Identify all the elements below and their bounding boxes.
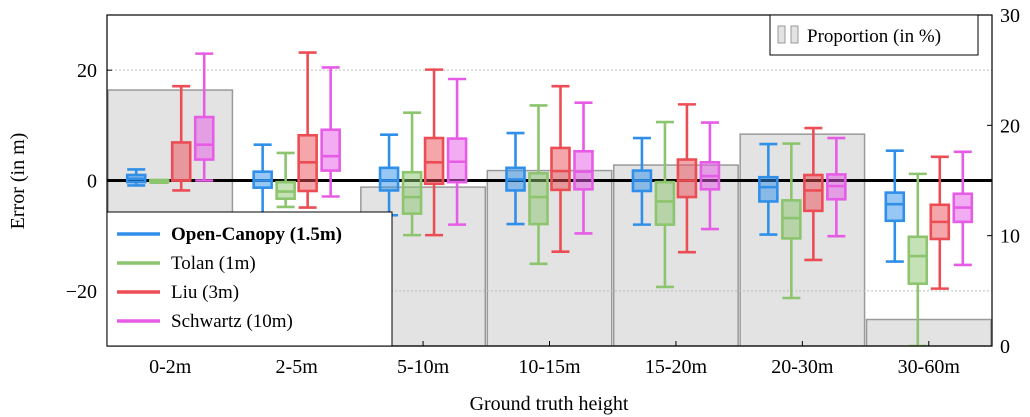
proportion-bar xyxy=(612,164,739,347)
box-plot xyxy=(550,84,571,253)
legend: Open-Canopy (1.5m) Tolan (1m) Liu (3m) Schw… xyxy=(106,211,393,347)
proportion-legend-label: Proportion (in %) xyxy=(807,26,941,47)
box-plot xyxy=(654,120,676,289)
x-tick-label: 30-60m xyxy=(898,356,961,378)
y2-tick-label: 30 xyxy=(1000,5,1020,27)
proportion-legend-frame xyxy=(769,14,979,56)
box-iqr xyxy=(378,166,400,192)
legend-label: Open-Canopy (1.5m) xyxy=(171,224,342,245)
box-plot xyxy=(275,151,296,209)
box-plot xyxy=(193,52,215,182)
legend-label: Schwartz (10m) xyxy=(171,311,293,332)
proportion-legend-swatch xyxy=(790,25,799,44)
box-plot xyxy=(297,51,318,209)
axes: −20 0 20 0 10 20 30 0-2m 2-5m 5-10m 10-15m 15-20m 20… xyxy=(66,5,1020,378)
box-plot xyxy=(952,150,974,267)
y-tick-label: −20 xyxy=(66,281,97,303)
proportion-bar xyxy=(739,133,866,347)
box-plot xyxy=(401,111,423,237)
box-plot xyxy=(320,66,341,198)
box-plot xyxy=(631,136,653,226)
box-plot xyxy=(573,101,594,235)
box-iqr xyxy=(884,191,906,223)
box-plot xyxy=(446,77,468,226)
proportion-legend: Proportion (in %) xyxy=(769,14,979,56)
box-iqr xyxy=(193,115,215,161)
box-plot xyxy=(907,172,929,346)
x-tick-label: 15-20m xyxy=(645,356,708,378)
box-plot xyxy=(699,121,721,231)
box-plot xyxy=(148,178,170,185)
x-tick-label: 5-10m xyxy=(397,356,450,378)
box-plot xyxy=(378,133,400,217)
proportion-legend-swatch xyxy=(777,25,786,44)
box-plot xyxy=(676,103,698,254)
box-iqr xyxy=(573,149,594,191)
box-iqr xyxy=(401,170,423,215)
legend-label: Tolan (1m) xyxy=(171,253,256,274)
y2-tick-label: 20 xyxy=(1000,115,1020,137)
proportion-bar xyxy=(486,169,613,347)
x-tick-label: 2-5m xyxy=(276,356,319,378)
box-plot xyxy=(826,136,847,238)
x-axis-title: Ground truth height xyxy=(470,393,629,415)
box-iqr xyxy=(170,141,192,182)
box-plots xyxy=(125,51,974,346)
box-iqr xyxy=(423,136,445,186)
y-tick-label: 20 xyxy=(77,60,97,82)
box-plot xyxy=(125,168,147,187)
box-iqr xyxy=(654,180,676,226)
box-plot xyxy=(505,131,526,226)
box-iqr xyxy=(758,175,779,203)
y2-tick-label: 10 xyxy=(1000,226,1020,248)
box-iqr xyxy=(528,172,549,226)
y-tick-label: 0 xyxy=(87,171,97,193)
box-iqr xyxy=(446,137,468,184)
box-plot xyxy=(528,104,549,266)
box-iqr xyxy=(676,158,698,199)
box-plot xyxy=(758,142,779,236)
box-iqr xyxy=(550,146,571,192)
x-tick-label: 20-30m xyxy=(771,356,834,378)
box-plot xyxy=(929,155,951,290)
box-iqr xyxy=(781,199,802,240)
box-plot xyxy=(252,143,273,215)
x-tick-label: 0-2m xyxy=(149,356,192,378)
y-axis-title: Error (in m) xyxy=(7,133,29,230)
box-plot xyxy=(423,68,445,237)
box-iqr xyxy=(907,235,929,285)
x-tick-label: 10-15m xyxy=(518,356,581,378)
box-iqr xyxy=(320,128,341,172)
box-plot xyxy=(803,126,824,262)
box-plot xyxy=(884,149,906,263)
y2-tick-label: 0 xyxy=(1000,336,1010,358)
box-plot xyxy=(781,142,802,300)
legend-label: Liu (3m) xyxy=(171,282,239,303)
grid xyxy=(107,69,992,292)
box-plot xyxy=(170,84,192,192)
box-iqr xyxy=(803,173,824,213)
